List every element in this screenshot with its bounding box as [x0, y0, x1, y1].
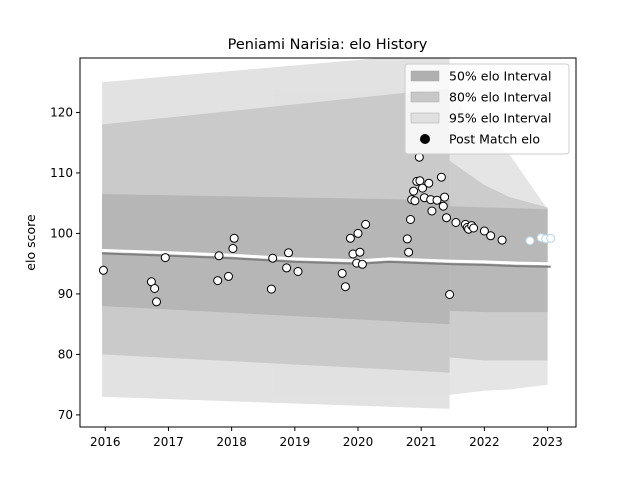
- post-match-point: [214, 251, 224, 261]
- post-match-point: [293, 267, 303, 276]
- post-match-point: [160, 253, 170, 263]
- legend-swatch: [410, 112, 440, 124]
- legend-label: 50% elo Interval: [449, 69, 551, 84]
- post-match-point: [440, 192, 450, 202]
- projected-point: [525, 236, 535, 246]
- legend-label: 80% elo Interval: [449, 90, 551, 105]
- y-tick-label: 120: [50, 105, 73, 119]
- post-match-point: [345, 233, 355, 243]
- post-match-point: [98, 265, 108, 275]
- plot-frame: [79, 57, 577, 428]
- post-match-point: [442, 213, 451, 223]
- y-axis: 70 80 90 100 110 120: [50, 105, 80, 422]
- post-match-point: [152, 297, 161, 307]
- post-match-point: [409, 186, 419, 196]
- legend-swatch: [410, 70, 440, 82]
- chart-title: Peniami Narisia: elo History: [228, 37, 428, 53]
- post-match-point: [415, 176, 425, 186]
- post-match-point: [427, 206, 437, 216]
- y-tick-label: 100: [50, 226, 73, 240]
- y-tick-label: 90: [58, 287, 73, 301]
- legend-box: [404, 63, 570, 155]
- post-match-point: [228, 244, 238, 253]
- post-match-point: [337, 268, 347, 278]
- post-match-point: [361, 219, 371, 229]
- post-match-point: [406, 215, 415, 224]
- post-match-point: [418, 183, 427, 193]
- x-tick-label: 2019: [280, 435, 311, 449]
- y-tick-label: 110: [50, 166, 73, 180]
- y-tick-label: 80: [58, 347, 73, 361]
- y-tick-label: 70: [58, 408, 73, 422]
- post-match-point: [497, 235, 507, 245]
- post-match-point: [438, 201, 448, 211]
- post-match-point: [282, 263, 292, 273]
- post-match-point: [355, 247, 365, 257]
- post-match-point: [229, 233, 239, 243]
- plot-area: [98, 58, 556, 409]
- post-match-point: [445, 290, 455, 299]
- post-match-point: [432, 195, 442, 205]
- post-match-point: [268, 253, 278, 263]
- x-tick-label: 2021: [406, 435, 437, 449]
- legend-label: 95% elo Interval: [449, 111, 551, 126]
- x-tick-label: 2022: [469, 435, 500, 449]
- legend-swatch: [410, 91, 440, 103]
- y-axis-label: elo score: [23, 214, 38, 271]
- post-match-point: [436, 172, 446, 182]
- post-match-point: [424, 178, 434, 188]
- post-match-point: [284, 248, 293, 258]
- x-tick-label: 2020: [343, 435, 374, 449]
- rating-highlight-line: [102, 248, 551, 266]
- projected-point: [546, 233, 556, 243]
- legend-label: Post Match elo: [449, 132, 540, 147]
- post-match-point: [266, 284, 276, 294]
- post-match-point: [486, 231, 496, 241]
- post-match-point: [469, 223, 479, 233]
- post-match-point: [404, 247, 414, 257]
- x-axis: 2016 2017 2018 2019 2020 2021 2022 2023: [90, 427, 563, 449]
- post-match-point: [150, 284, 160, 293]
- x-tick-label: 2023: [532, 435, 563, 449]
- x-tick-label: 2016: [90, 435, 121, 449]
- post-match-point: [410, 196, 420, 206]
- post-match-point: [402, 234, 412, 244]
- legend-marker: [420, 134, 430, 144]
- post-match-point: [357, 259, 367, 269]
- post-match-point: [451, 218, 461, 227]
- post-match-point: [479, 226, 489, 236]
- rating-line-group: [102, 248, 551, 268]
- post-match-point: [340, 282, 350, 292]
- x-tick-label: 2017: [153, 435, 184, 449]
- x-tick-label: 2018: [216, 435, 247, 449]
- legend: 50% elo Interval 80% elo Interval 95% elo …: [404, 63, 570, 155]
- rating-line: [102, 252, 551, 268]
- post-match-point: [213, 276, 223, 286]
- post-match-point: [353, 228, 363, 238]
- post-match-points: [98, 152, 556, 307]
- post-match-point: [224, 271, 233, 281]
